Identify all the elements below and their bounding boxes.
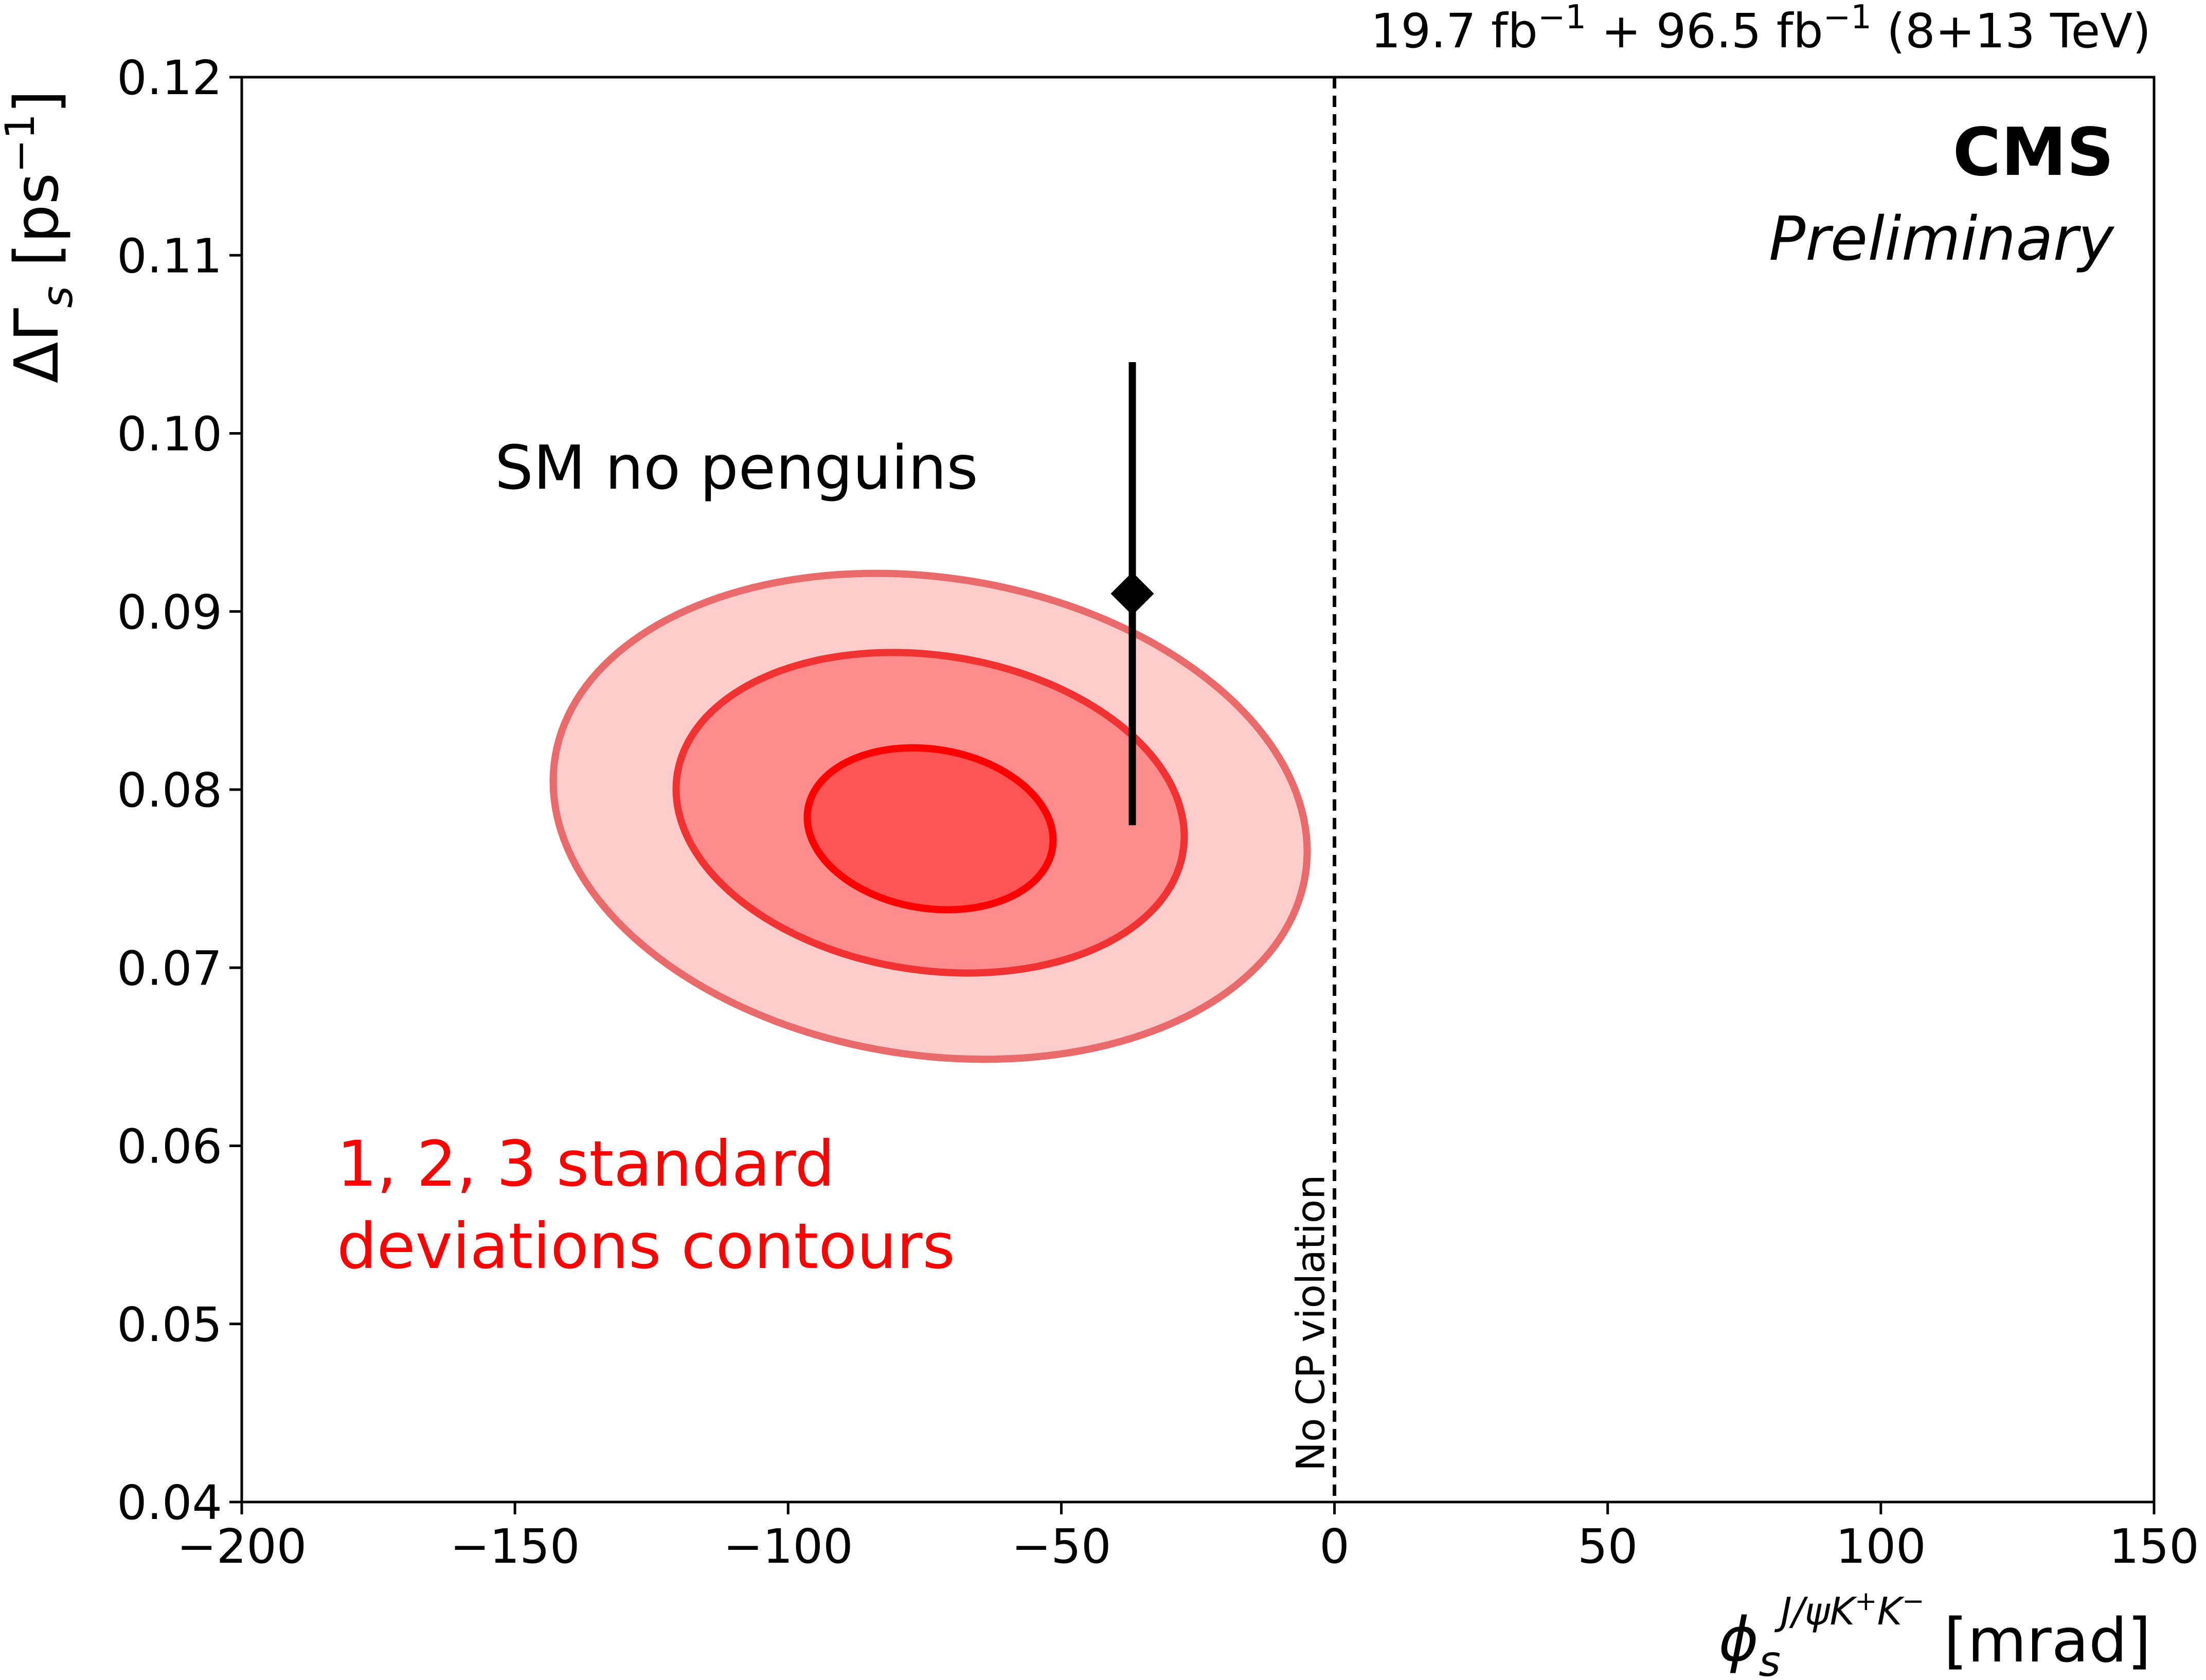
y-axis-title: ΔΓs [ps−1] [0, 90, 82, 383]
sm-point-marker [1110, 572, 1154, 616]
luminosity-label: 19.7 fb−1 + 96.5 fb−1 (8+13 TeV) [1371, 0, 2151, 59]
y-tick-label: 0.08 [117, 763, 222, 818]
y-tick-label: 0.07 [117, 941, 222, 996]
x-tick-label: 100 [1836, 1519, 1926, 1574]
x-tick-label: 50 [1577, 1519, 1638, 1574]
y-tick-label: 0.05 [117, 1297, 222, 1352]
contour-label-line-1: 1, 2, 3 standard [337, 1128, 835, 1201]
x-tick-label: −50 [1011, 1519, 1111, 1574]
y-tick-label: 0.09 [117, 585, 222, 640]
y-tick-label: 0.06 [117, 1119, 222, 1174]
y-tick-label: 0.10 [117, 407, 222, 462]
y-tick-label: 0.11 [117, 228, 222, 283]
x-tick-label: 150 [2109, 1519, 2199, 1574]
contour-label-line-2: deviations contours [337, 1210, 955, 1283]
x-tick-label: −100 [723, 1519, 853, 1574]
y-tick-label: 0.04 [117, 1475, 222, 1530]
no-cp-violation-label: No CP violation [1288, 1175, 1334, 1471]
contour-1sigma [803, 744, 1057, 914]
x-axis-title: ϕsJ/ψK+K− [mrad] [1718, 1586, 2151, 1680]
x-tick-label: 0 [1319, 1519, 1350, 1574]
contours-layer [549, 569, 1311, 1063]
sm-point-layer [1110, 362, 1154, 826]
x-tick-label: −150 [450, 1519, 580, 1574]
y-axis-ticks: 0.04 0.05 0.06 0.07 0.08 0.09 0.10 0.11 0.12 [117, 50, 242, 1530]
status-label: Preliminary [1769, 203, 2115, 274]
sm-no-penguins-label: SM no penguins [495, 432, 978, 503]
vline-layer: No CP violation [1288, 77, 1337, 1502]
y-tick-label: 0.12 [117, 50, 222, 105]
experiment-label: CMS [1953, 114, 2114, 191]
x-tick-label: −200 [177, 1519, 307, 1574]
x-axis-ticks: −200 −150 −100 −50 0 50 100 150 [177, 1502, 2199, 1574]
